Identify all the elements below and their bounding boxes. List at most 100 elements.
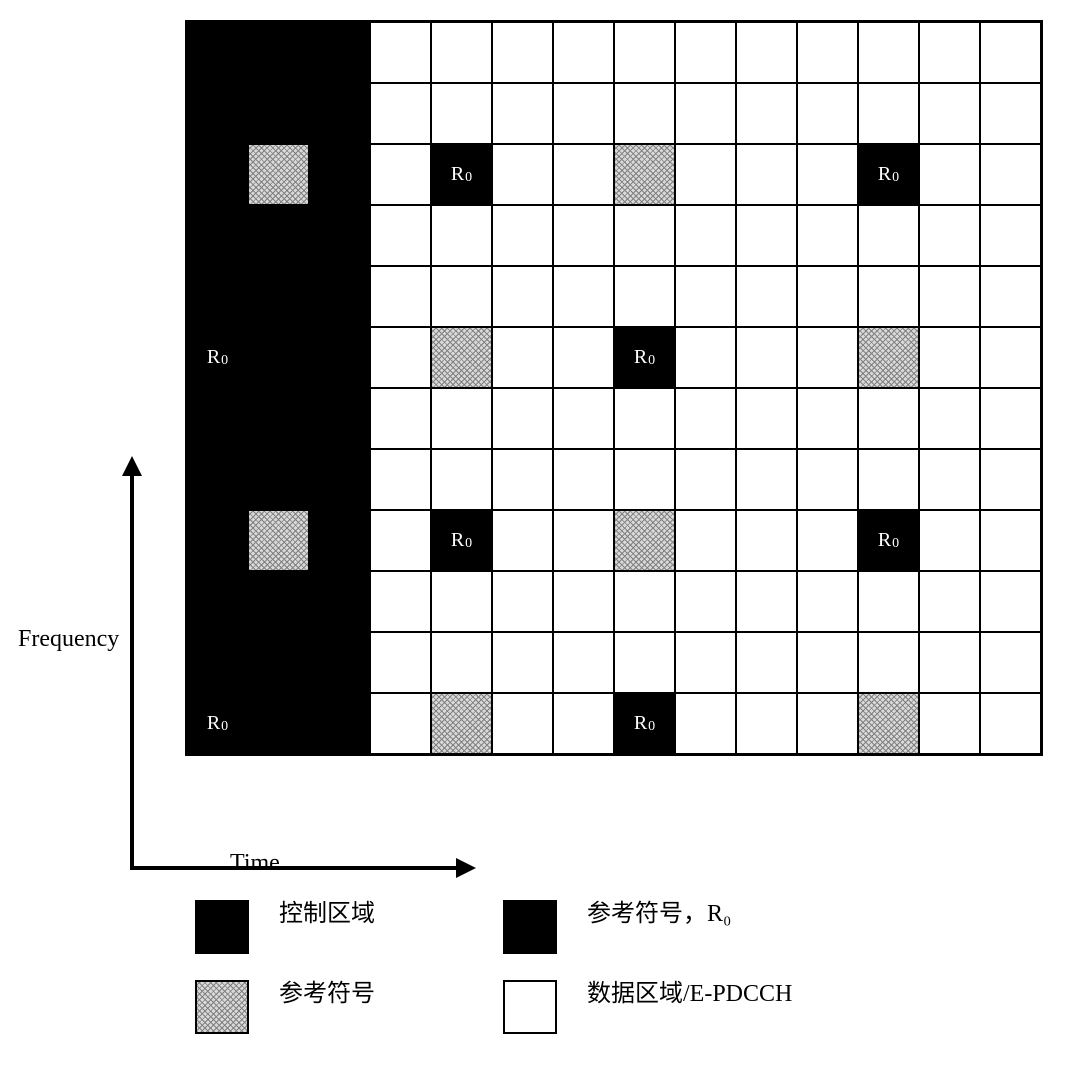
grid-cell [492,83,553,144]
grid-cell [370,632,431,693]
y-axis-label: Frequency [18,626,119,653]
grid-cell [553,693,614,754]
legend-swatch-control [195,900,249,954]
grid-cell [919,571,980,632]
grid-cell [675,632,736,693]
grid-cell [370,144,431,205]
ref-symbol-label: R0 [207,346,228,369]
grid-cell [919,83,980,144]
grid-cell [797,449,858,510]
grid-cell [736,510,797,571]
grid-cell [919,327,980,388]
grid-cell [675,449,736,510]
grid-cell [309,449,370,510]
grid-cell [431,388,492,449]
ref-symbol-label: R0 [878,529,899,552]
grid-cell: R0 [858,510,919,571]
lte-resource-grid-diagram: Frequency Time R0R0R0R0R0R0R0R0 控制区域 参考符… [20,20,1063,1054]
resource-grid: R0R0R0R0R0R0R0R0 [185,20,1043,756]
grid-cell [370,693,431,754]
grid-cell [431,449,492,510]
grid-cell [919,449,980,510]
grid-cell [492,632,553,693]
grid-cell [797,22,858,83]
grid-cell [614,205,675,266]
grid-cell [675,571,736,632]
grid-cell [553,83,614,144]
legend-swatch-ref [503,900,557,954]
grid-cell [553,205,614,266]
grid-cell [980,388,1041,449]
grid-cell [675,83,736,144]
grid-cell [431,22,492,83]
grid-cell [248,693,309,754]
grid-cell [858,693,919,754]
grid-cell [675,327,736,388]
grid-cell [309,205,370,266]
grid-cell [980,83,1041,144]
grid-cell [248,510,309,571]
grid-cell [797,144,858,205]
grid-cell [492,693,553,754]
grid-cell [736,571,797,632]
grid-cell [553,449,614,510]
grid-cell [492,449,553,510]
grid-cell [797,693,858,754]
legend-label-ref-text: 参考符号，R₀ [587,901,731,927]
grid-cell [736,632,797,693]
grid-cell [248,449,309,510]
grid-cell [431,693,492,754]
grid-cell [370,449,431,510]
grid-cell [919,205,980,266]
x-axis-line [130,866,460,870]
y-axis-line [130,470,134,870]
grid-cell [492,205,553,266]
grid-cell [553,22,614,83]
grid-cell [919,632,980,693]
grid-cell [736,266,797,327]
grid-cell [492,571,553,632]
grid-cell [858,205,919,266]
grid-cell [553,510,614,571]
grid-cell [980,632,1041,693]
x-axis-arrow-icon [456,858,476,878]
ref-symbol-label: R0 [634,346,655,369]
grid-cell [187,266,248,327]
grid-cell: R0 [187,327,248,388]
grid-cell [736,693,797,754]
grid-cell [248,144,309,205]
grid-cell [248,327,309,388]
grid-cell [492,388,553,449]
ref-symbol-label: R0 [634,712,655,735]
grid-cell: R0 [187,693,248,754]
grid-cell [248,632,309,693]
grid-cell [370,388,431,449]
grid-cell [736,22,797,83]
legend-swatch-hatch [195,980,249,1034]
grid-cell [675,22,736,83]
grid-cell [675,266,736,327]
grid-cell: R0 [431,144,492,205]
legend-label-hatch: 参考符号 [279,980,479,1009]
grid-cell [431,632,492,693]
ref-symbol-label: R0 [451,529,472,552]
grid-cell [858,266,919,327]
legend-label-data: 数据区域/E-PDCCH [587,980,847,1009]
grid-cell: R0 [614,327,675,388]
grid-cell [980,571,1041,632]
grid-cell [797,510,858,571]
grid-cell [980,266,1041,327]
ref-symbol-label: R0 [207,712,228,735]
grid-cell [309,83,370,144]
grid-cell [858,388,919,449]
grid-cell [614,144,675,205]
grid-cell [614,388,675,449]
grid-cell [492,22,553,83]
grid-cell [492,327,553,388]
grid-cell [919,510,980,571]
grid-cell [614,22,675,83]
grid-cell [675,693,736,754]
grid-cell [492,510,553,571]
grid-cell [797,83,858,144]
grid-cell [370,83,431,144]
